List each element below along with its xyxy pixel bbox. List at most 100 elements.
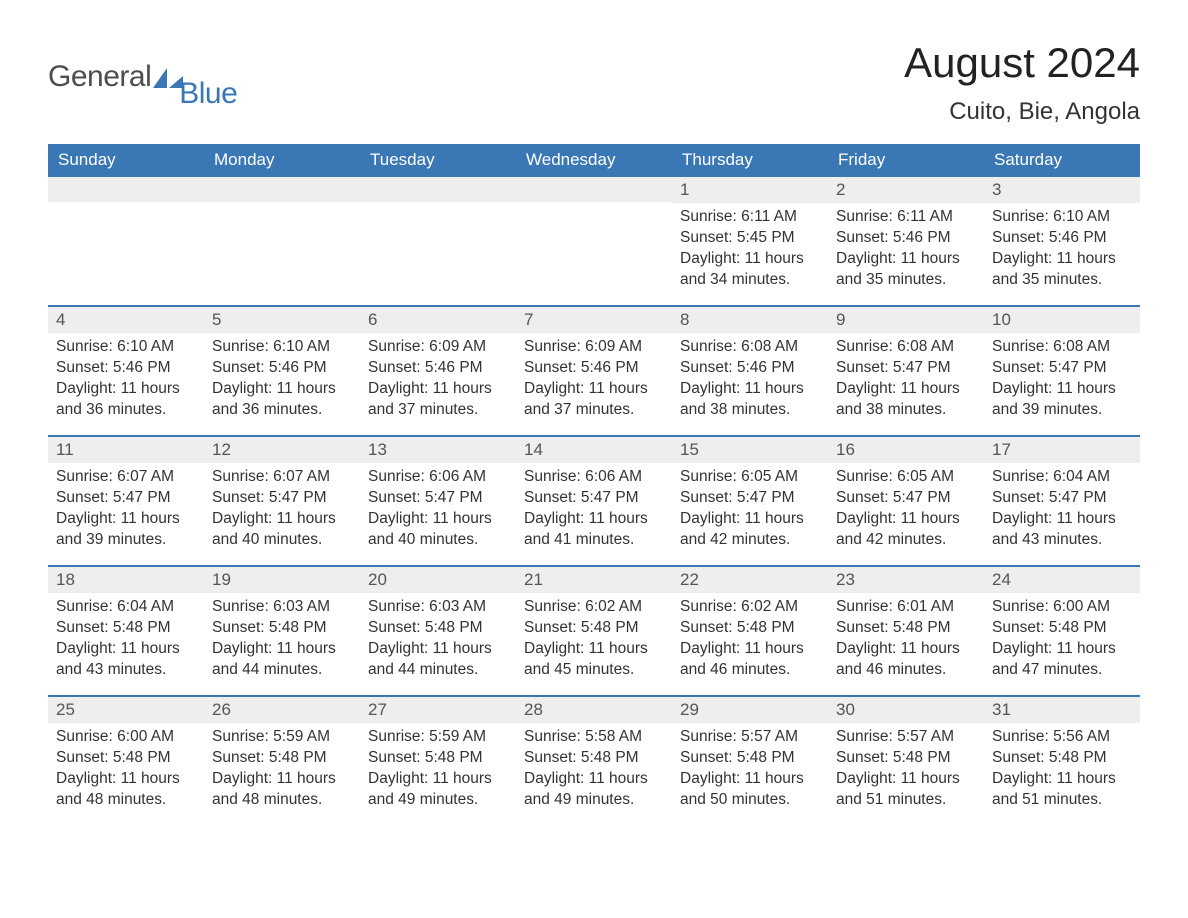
calendar-week: 18Sunrise: 6:04 AMSunset: 5:48 PMDayligh… [48,565,1140,695]
day-number: 9 [828,307,984,333]
day-details: Sunrise: 5:59 AMSunset: 5:48 PMDaylight:… [360,723,516,817]
daylight-line-1: Daylight: 11 hours [56,639,196,660]
daylight-line-2: and 37 minutes. [368,400,508,421]
daylight-line-1: Daylight: 11 hours [524,769,664,790]
daylight-line-2: and 45 minutes. [524,660,664,681]
sunset-line: Sunset: 5:48 PM [212,618,352,639]
daylight-line-1: Daylight: 11 hours [836,509,976,530]
daylight-line-1: Daylight: 11 hours [524,509,664,530]
calendar-day-cell: 13Sunrise: 6:06 AMSunset: 5:47 PMDayligh… [360,437,516,565]
daylight-line-2: and 40 minutes. [212,530,352,551]
calendar-grid: Sunday Monday Tuesday Wednesday Thursday… [48,144,1140,825]
day-details: Sunrise: 6:05 AMSunset: 5:47 PMDaylight:… [828,463,984,557]
day-number: 23 [828,567,984,593]
calendar-day-cell: 25Sunrise: 6:00 AMSunset: 5:48 PMDayligh… [48,697,204,825]
calendar-day-cell: 30Sunrise: 5:57 AMSunset: 5:48 PMDayligh… [828,697,984,825]
calendar-day-cell: 10Sunrise: 6:08 AMSunset: 5:47 PMDayligh… [984,307,1140,435]
day-number: 6 [360,307,516,333]
calendar-day-cell: 15Sunrise: 6:05 AMSunset: 5:47 PMDayligh… [672,437,828,565]
sunrise-line: Sunrise: 6:05 AM [680,467,820,488]
daylight-line-1: Daylight: 11 hours [368,379,508,400]
weekday-header-row: Sunday Monday Tuesday Wednesday Thursday… [48,144,1140,177]
calendar-day-cell: 1Sunrise: 6:11 AMSunset: 5:45 PMDaylight… [672,177,828,305]
daylight-line-1: Daylight: 11 hours [836,379,976,400]
sunrise-line: Sunrise: 6:08 AM [992,337,1132,358]
day-details [204,202,360,212]
calendar-day-cell: 22Sunrise: 6:02 AMSunset: 5:48 PMDayligh… [672,567,828,695]
day-number: 14 [516,437,672,463]
day-details: Sunrise: 5:56 AMSunset: 5:48 PMDaylight:… [984,723,1140,817]
sunrise-line: Sunrise: 6:06 AM [368,467,508,488]
day-details: Sunrise: 6:03 AMSunset: 5:48 PMDaylight:… [204,593,360,687]
day-number [516,177,672,202]
daylight-line-2: and 37 minutes. [524,400,664,421]
sunrise-line: Sunrise: 6:08 AM [836,337,976,358]
calendar-week: 4Sunrise: 6:10 AMSunset: 5:46 PMDaylight… [48,305,1140,435]
calendar-day-cell: 14Sunrise: 6:06 AMSunset: 5:47 PMDayligh… [516,437,672,565]
day-details: Sunrise: 6:10 AMSunset: 5:46 PMDaylight:… [48,333,204,427]
sunset-line: Sunset: 5:48 PM [212,748,352,769]
day-details: Sunrise: 6:08 AMSunset: 5:47 PMDaylight:… [984,333,1140,427]
daylight-line-1: Daylight: 11 hours [992,769,1132,790]
sunrise-line: Sunrise: 6:08 AM [680,337,820,358]
day-number: 17 [984,437,1140,463]
day-details: Sunrise: 6:08 AMSunset: 5:47 PMDaylight:… [828,333,984,427]
day-details: Sunrise: 6:02 AMSunset: 5:48 PMDaylight:… [672,593,828,687]
calendar-day-cell: 5Sunrise: 6:10 AMSunset: 5:46 PMDaylight… [204,307,360,435]
calendar-day-cell: 17Sunrise: 6:04 AMSunset: 5:47 PMDayligh… [984,437,1140,565]
day-details: Sunrise: 6:11 AMSunset: 5:46 PMDaylight:… [828,203,984,297]
sunset-line: Sunset: 5:45 PM [680,228,820,249]
day-details: Sunrise: 5:59 AMSunset: 5:48 PMDaylight:… [204,723,360,817]
day-details: Sunrise: 5:57 AMSunset: 5:48 PMDaylight:… [828,723,984,817]
calendar-day-cell [516,177,672,305]
daylight-line-1: Daylight: 11 hours [836,769,976,790]
daylight-line-1: Daylight: 11 hours [680,249,820,270]
daylight-line-2: and 49 minutes. [368,790,508,811]
daylight-line-1: Daylight: 11 hours [680,379,820,400]
day-number: 31 [984,697,1140,723]
daylight-line-1: Daylight: 11 hours [368,509,508,530]
sunrise-line: Sunrise: 6:02 AM [524,597,664,618]
daylight-line-1: Daylight: 11 hours [56,509,196,530]
day-details: Sunrise: 6:04 AMSunset: 5:47 PMDaylight:… [984,463,1140,557]
day-number: 11 [48,437,204,463]
daylight-line-2: and 51 minutes. [836,790,976,811]
day-details: Sunrise: 6:01 AMSunset: 5:48 PMDaylight:… [828,593,984,687]
daylight-line-2: and 51 minutes. [992,790,1132,811]
daylight-line-2: and 48 minutes. [212,790,352,811]
daylight-line-2: and 39 minutes. [992,400,1132,421]
day-number: 15 [672,437,828,463]
weekday-header: Saturday [984,144,1140,177]
day-number: 24 [984,567,1140,593]
weekday-header: Monday [204,144,360,177]
day-number: 19 [204,567,360,593]
sunset-line: Sunset: 5:46 PM [680,358,820,379]
day-details: Sunrise: 6:07 AMSunset: 5:47 PMDaylight:… [48,463,204,557]
title-block: August 2024 Cuito, Bie, Angola [904,40,1140,126]
daylight-line-1: Daylight: 11 hours [680,639,820,660]
weekday-header: Tuesday [360,144,516,177]
day-details [360,202,516,212]
day-number: 10 [984,307,1140,333]
day-number: 25 [48,697,204,723]
daylight-line-1: Daylight: 11 hours [680,509,820,530]
calendar-page: General Blue August 2024 Cuito, Bie, Ang… [0,0,1188,855]
daylight-line-1: Daylight: 11 hours [212,379,352,400]
day-number: 13 [360,437,516,463]
weekday-header: Sunday [48,144,204,177]
sunset-line: Sunset: 5:48 PM [524,618,664,639]
calendar-day-cell: 6Sunrise: 6:09 AMSunset: 5:46 PMDaylight… [360,307,516,435]
day-number: 7 [516,307,672,333]
sunrise-line: Sunrise: 5:59 AM [368,727,508,748]
sunrise-line: Sunrise: 6:00 AM [992,597,1132,618]
calendar-day-cell: 12Sunrise: 6:07 AMSunset: 5:47 PMDayligh… [204,437,360,565]
daylight-line-2: and 50 minutes. [680,790,820,811]
day-number: 3 [984,177,1140,203]
sunrise-line: Sunrise: 5:57 AM [680,727,820,748]
weekday-header: Wednesday [516,144,672,177]
calendar-day-cell [48,177,204,305]
sunrise-line: Sunrise: 6:03 AM [368,597,508,618]
sunset-line: Sunset: 5:47 PM [836,488,976,509]
daylight-line-1: Daylight: 11 hours [368,769,508,790]
calendar-day-cell: 27Sunrise: 5:59 AMSunset: 5:48 PMDayligh… [360,697,516,825]
